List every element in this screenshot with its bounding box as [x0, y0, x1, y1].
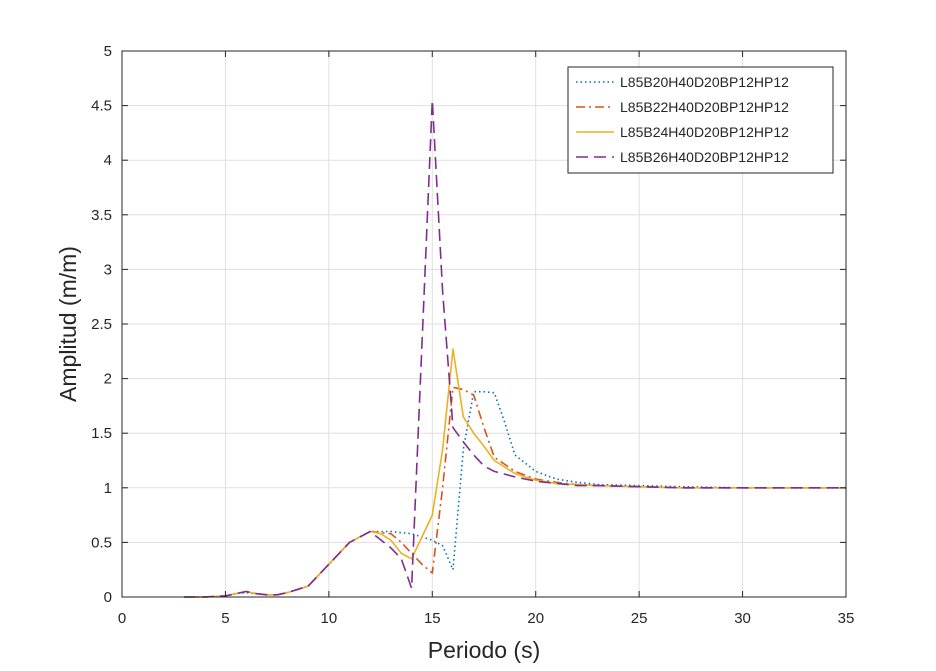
y-tick-label: 0: [104, 589, 112, 606]
y-tick-label: 4: [104, 152, 112, 169]
series-line-4: [184, 99, 846, 598]
x-tick-label: 10: [321, 610, 338, 627]
x-axis-ticks: 0 5 10 15 20 25 30 35: [118, 51, 855, 627]
series-lines: [184, 99, 846, 598]
x-tick-label: 35: [838, 610, 855, 627]
x-tick-label: 15: [424, 610, 441, 627]
x-tick-label: 5: [221, 610, 229, 627]
x-tick-label: 20: [527, 610, 544, 627]
y-tick-label: 2: [104, 371, 112, 388]
y-tick-label: 1.5: [91, 425, 112, 442]
y-tick-label: 4.5: [91, 98, 112, 115]
y-tick-label: 3.5: [91, 207, 112, 224]
legend-label-1: L85B20H40D20BP12HP12: [620, 74, 789, 90]
y-tick-label: 0.5: [91, 534, 112, 551]
x-tick-label: 0: [118, 610, 126, 627]
y-tick-label: 1: [104, 480, 112, 497]
x-tick-label: 30: [734, 610, 751, 627]
legend: L85B20H40D20BP12HP12 L85B22H40D20BP12HP12…: [567, 66, 834, 174]
legend-label-2: L85B22H40D20BP12HP12: [620, 99, 789, 115]
legend-box: [567, 66, 834, 174]
legend-label-4: L85B26H40D20BP12HP12: [620, 149, 789, 165]
y-axis-title: Amplitud (m/m): [55, 246, 81, 402]
x-axis-title: Periodo (s): [428, 637, 540, 663]
legend-label-3: L85B24H40D20BP12HP12: [620, 124, 789, 140]
y-axis-ticks: 0 0.5 1 1.5 2 2.5 3 3.5 4 4.5 5: [91, 43, 846, 606]
y-tick-label: 2.5: [91, 316, 112, 333]
y-tick-label: 3: [104, 261, 112, 278]
y-tick-label: 5: [104, 43, 112, 60]
x-tick-label: 25: [631, 610, 648, 627]
